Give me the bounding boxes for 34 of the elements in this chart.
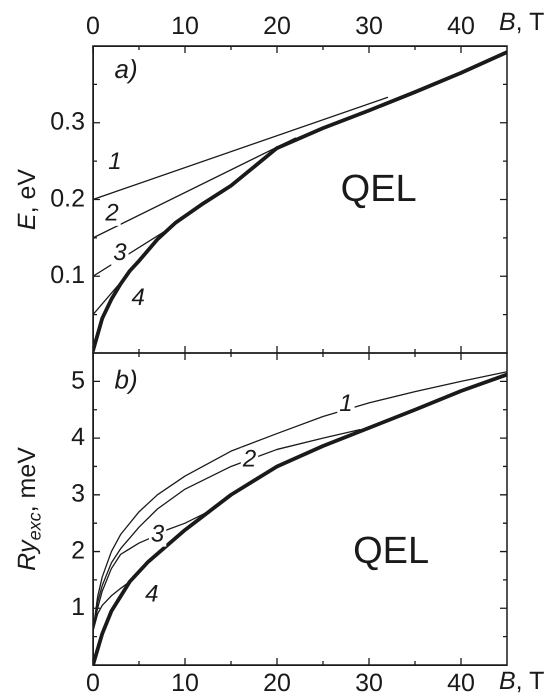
- x-tick-label: 30: [355, 668, 383, 695]
- x-tick-label: 20: [263, 12, 291, 40]
- series-label: 2: [242, 445, 256, 472]
- x-tick-label: 20: [263, 668, 291, 695]
- series-label: 4: [131, 284, 145, 312]
- y-tick-label: 1: [71, 593, 85, 622]
- x-tick-label: 0: [86, 668, 100, 695]
- y-axis-title: E, eV: [12, 168, 41, 230]
- x-tick-label: 10: [171, 12, 199, 40]
- x-tick-label: 40: [447, 12, 475, 40]
- series-label: 2: [104, 200, 119, 227]
- series-label: 1: [108, 148, 122, 176]
- y-tick-label: 3: [71, 480, 85, 508]
- series-label: 3: [150, 520, 165, 548]
- series-label: 1: [339, 390, 353, 417]
- y-tick-label: 2: [71, 536, 85, 564]
- y-tick-label: 0.1: [50, 261, 85, 290]
- x-tick-label: 10: [171, 668, 199, 695]
- annotation: QEL: [340, 168, 417, 210]
- annotation: a): [114, 54, 138, 84]
- series-label: 3: [113, 239, 128, 266]
- x-axis-title: B, T: [499, 666, 544, 695]
- x-axis-title: B, T: [499, 8, 544, 36]
- y-tick-label: 0.3: [50, 108, 85, 136]
- y-tick-label: 0.2: [50, 184, 85, 212]
- y-tick-label: 4: [71, 422, 86, 451]
- annotation: QEL: [353, 530, 430, 572]
- y-axis-title: Ryexc, meV: [12, 446, 44, 571]
- y-tick-label: 5: [71, 366, 85, 394]
- annotation: b): [114, 364, 138, 394]
- series-label: 4: [145, 580, 158, 608]
- x-tick-label: 40: [447, 668, 475, 695]
- x-tick-label: 0: [86, 12, 100, 40]
- x-tick-label: 30: [355, 12, 383, 40]
